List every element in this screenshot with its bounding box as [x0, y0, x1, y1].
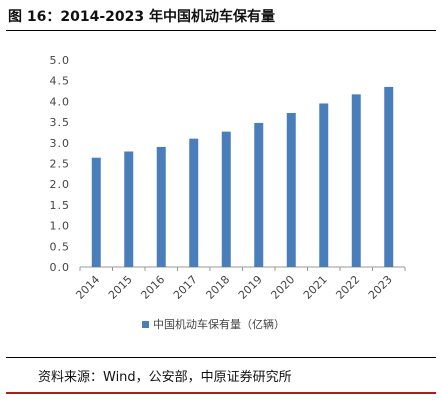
bar: [156, 146, 166, 267]
bar: [91, 157, 101, 267]
x-tick-label: 2022: [333, 273, 362, 302]
bottom-rule: [6, 392, 436, 394]
y-tick-label: 2.0: [50, 178, 71, 191]
bars: [91, 86, 394, 267]
x-tick-label: 2021: [301, 273, 330, 302]
x-tick-label: 2020: [268, 273, 297, 302]
bar: [124, 151, 134, 267]
x-tick-label: 2017: [171, 273, 200, 302]
figure-title: 图 16：2014-2023 年中国机动车保有量: [8, 9, 275, 25]
y-tick-label: 4.5: [50, 75, 71, 88]
x-tick-label: 2014: [73, 273, 102, 302]
bar: [351, 94, 361, 267]
bar: [221, 131, 231, 267]
y-tick-label: 0.5: [50, 240, 71, 253]
y-tick-label: 3.5: [50, 116, 71, 129]
x-tick-label: 2016: [138, 273, 167, 302]
bar: [254, 122, 264, 267]
source-rule: [6, 357, 436, 358]
y-tick-label: 1.0: [50, 220, 71, 233]
bar: [286, 112, 296, 267]
y-tick-label: 3.0: [50, 137, 71, 150]
x-axis: 2014 2015 2016 2017 2018 2019 2020 2021 2022 2023: [73, 267, 406, 302]
title-rule: [6, 30, 436, 31]
y-axis: 0.0 0.5 1.0 1.5 2.0 2.5 3.0 3.5 4.0 4.5 5.0: [50, 54, 405, 274]
y-tick-label: 1.5: [50, 199, 71, 212]
bar: [384, 86, 394, 267]
y-tick-label: 5.0: [50, 54, 71, 67]
legend-swatch: [142, 321, 149, 328]
bar: [319, 103, 329, 267]
legend-label: 中国机动车保有量（亿辆）: [153, 317, 285, 331]
x-tick-label: 2023: [366, 273, 395, 302]
x-tick-label: 2018: [203, 273, 232, 302]
legend: 中国机动车保有量（亿辆）: [142, 317, 285, 331]
y-tick-label: 2.5: [50, 158, 71, 171]
y-tick-label: 0.0: [50, 261, 71, 274]
bar-chart: 0.00.51.01.52.02.53.03.54.04.55.0 2014 20…: [50, 54, 406, 331]
x-tick-label: 2019: [236, 273, 265, 302]
y-tick-label: 4.0: [50, 95, 71, 108]
bar: [189, 138, 199, 267]
x-tick-label: 2015: [106, 273, 135, 302]
source-note: 资料来源：Wind，公安部，中原证券研究所: [38, 370, 292, 385]
